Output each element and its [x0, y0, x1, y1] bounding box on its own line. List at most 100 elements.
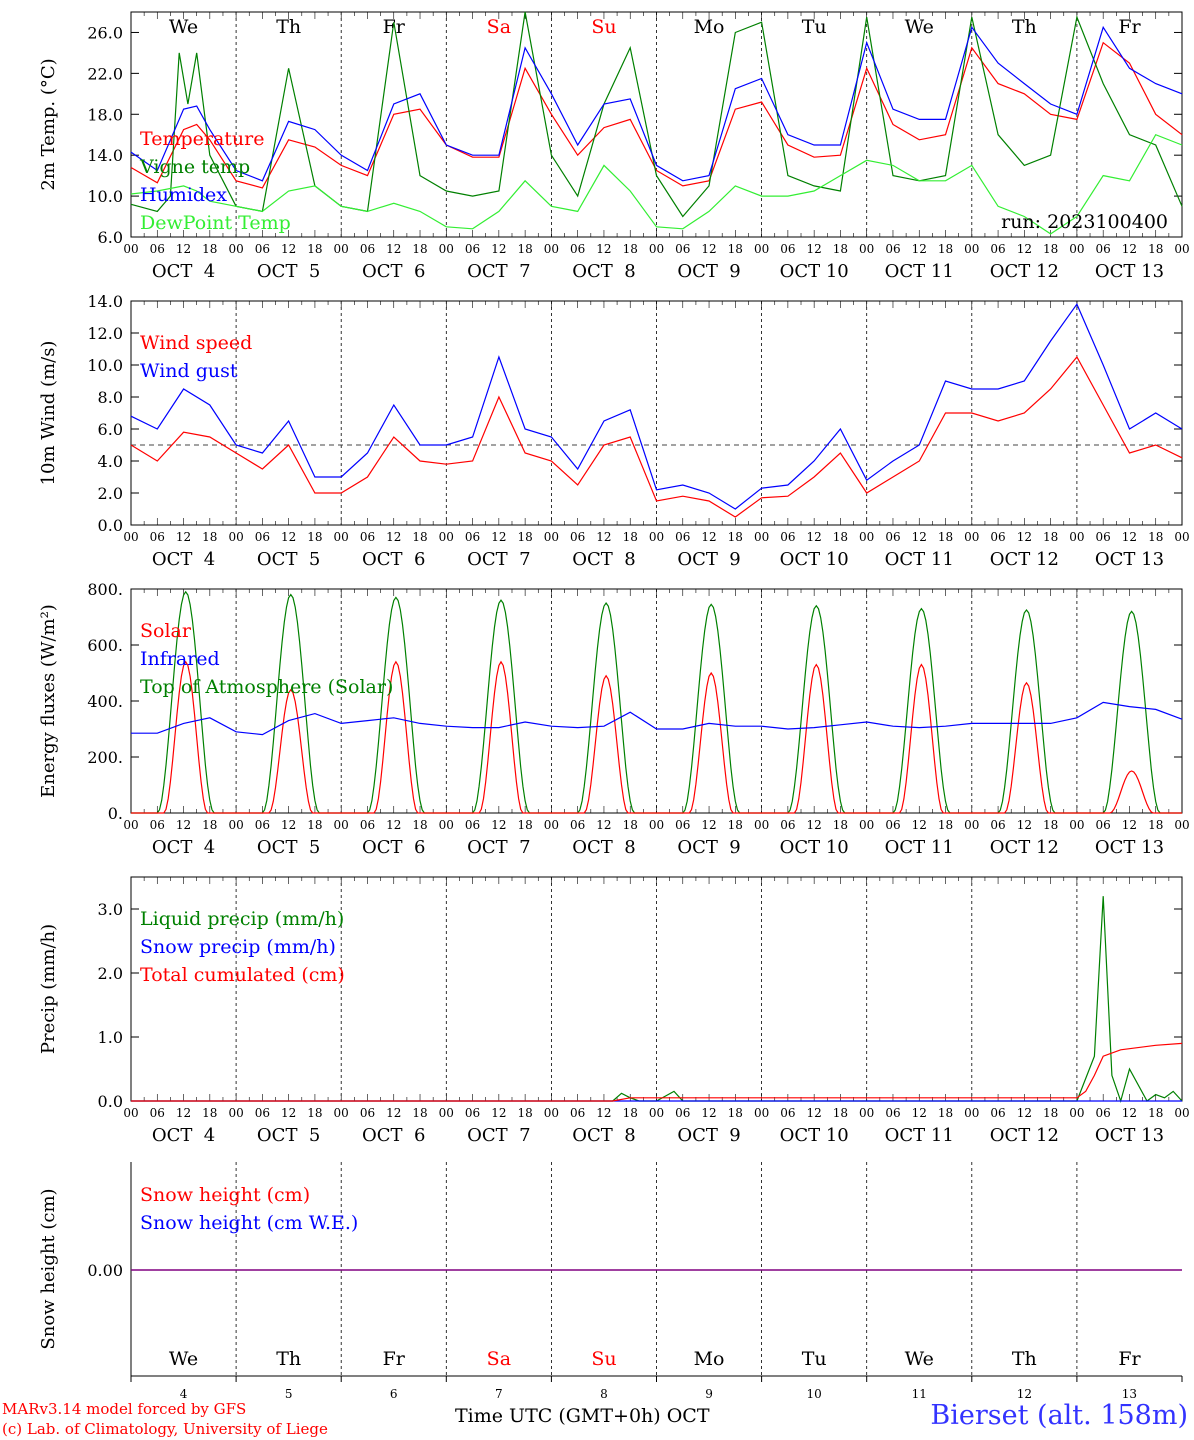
hour-tick-label: 18 [412, 818, 427, 832]
legend-entry: Solar [140, 620, 192, 642]
hour-tick-label: 00 [859, 530, 874, 544]
hour-tick-label: 06 [570, 1106, 585, 1120]
day-name-label: We [905, 16, 934, 38]
hour-tick-label: 12 [386, 242, 401, 256]
date-label: OCT 11 [885, 549, 954, 570]
hour-tick-label: 00 [334, 530, 349, 544]
y-tick-label: 200. [87, 748, 123, 767]
legend-entry: Liquid precip (mm/h) [140, 908, 344, 930]
hour-tick-label: 12 [1017, 818, 1032, 832]
date-label: OCT 5 [257, 261, 320, 282]
plot-frame [130, 588, 1183, 814]
hour-tick-label: 12 [912, 818, 927, 832]
date-label: OCT 11 [885, 1125, 954, 1146]
hour-tick-label: 12 [386, 530, 401, 544]
hour-tick-label: 06 [255, 1106, 270, 1120]
hour-tick-label: 18 [938, 818, 953, 832]
series-line-wind-speed [130, 355, 1183, 518]
hour-tick-label: 12 [1017, 242, 1032, 256]
hour-tick-label: 00 [859, 242, 874, 256]
hour-tick-label: 18 [1043, 818, 1058, 832]
hour-tick-label: 12 [281, 1106, 296, 1120]
legend-entry: Snow height (cm) [140, 1184, 310, 1206]
legend-entry: DewPoint Temp [140, 212, 291, 234]
hour-tick-label: 12 [807, 530, 822, 544]
date-label: OCT 6 [362, 837, 425, 858]
hour-tick-label: 18 [1148, 818, 1163, 832]
day-name-label: Su [591, 1348, 616, 1370]
hour-tick-label: 12 [1122, 242, 1137, 256]
hour-tick-label: 00 [859, 818, 874, 832]
y-tick-label: 10.0 [87, 187, 123, 206]
hour-tick-label: 06 [1096, 242, 1111, 256]
hour-tick-label: 00 [228, 530, 243, 544]
y-tick-label: 3.0 [98, 900, 123, 919]
y-tick-label: 2.0 [98, 964, 123, 983]
hour-tick-label: 18 [623, 818, 638, 832]
date-label: OCT 5 [257, 837, 320, 858]
y-tick-label: 0. [108, 804, 123, 823]
hour-tick-label: 00 [754, 530, 769, 544]
day-number-label: 8 [600, 1387, 608, 1401]
hour-tick-label: 00 [1069, 818, 1084, 832]
day-name-label: Tu [802, 1348, 827, 1370]
date-label: OCT 7 [467, 837, 530, 858]
hour-tick-label: 06 [255, 818, 270, 832]
hour-tick-label: 18 [202, 530, 217, 544]
day-name-label: Fr [1118, 16, 1141, 38]
hour-tick-label: 00 [754, 818, 769, 832]
hour-tick-label: 06 [150, 530, 165, 544]
hour-tick-label: 12 [1122, 530, 1137, 544]
date-label: OCT 10 [780, 837, 849, 858]
hour-tick-label: 12 [491, 1106, 506, 1120]
y-tick-label: 6.0 [98, 228, 123, 247]
date-label: OCT 8 [572, 1125, 635, 1146]
hour-tick-label: 06 [1096, 818, 1111, 832]
series-line-infrared [131, 701, 1183, 736]
hour-tick-label: 12 [386, 1106, 401, 1120]
hour-tick-label: 00 [544, 242, 559, 256]
hour-tick-label: 12 [807, 818, 822, 832]
hour-tick-label: 00 [544, 530, 559, 544]
hour-tick-label: 06 [150, 818, 165, 832]
day-name-label: Sa [487, 16, 511, 38]
hour-tick-label: 18 [1043, 1106, 1058, 1120]
hour-tick-label: 18 [412, 530, 427, 544]
hour-tick-label: 00 [334, 1106, 349, 1120]
y-tick-label: 800. [87, 580, 123, 599]
hour-tick-label: 18 [1148, 242, 1163, 256]
day-name-label: Th [1012, 16, 1037, 38]
hour-tick-label: 12 [701, 1106, 716, 1120]
date-label: OCT 6 [362, 549, 425, 570]
hour-tick-label: 00 [649, 530, 664, 544]
y-tick-label: 8.0 [98, 388, 123, 407]
plot-frame [130, 11, 1183, 238]
hour-tick-label: 18 [623, 1106, 638, 1120]
hour-tick-label: 18 [517, 242, 532, 256]
hour-tick-label: 12 [176, 242, 191, 256]
hour-tick-label: 00 [1069, 530, 1084, 544]
run-label: run: 2023100400 [1001, 211, 1168, 233]
hour-tick-label: 06 [360, 242, 375, 256]
hour-tick-label: 00 [123, 818, 138, 832]
hour-tick-label: 00 [544, 1106, 559, 1120]
hour-tick-label: 00 [754, 242, 769, 256]
hour-tick-label: 18 [833, 818, 848, 832]
date-label: OCT 4 [152, 1125, 215, 1146]
day-name-label: Sa [487, 1348, 511, 1370]
date-label: OCT 12 [990, 261, 1059, 282]
hour-tick-label: 06 [990, 242, 1005, 256]
station-label: Bierset (alt. 158m) [930, 1400, 1188, 1431]
date-label: OCT 9 [677, 549, 740, 570]
day-number-label: 12 [1017, 1387, 1032, 1401]
series-line-total [131, 1042, 1183, 1102]
date-label: OCT 10 [780, 1125, 849, 1146]
hour-tick-label: 18 [307, 530, 322, 544]
legend-entry: Wind speed [140, 332, 252, 354]
hour-tick-label: 00 [964, 1106, 979, 1120]
hour-tick-label: 00 [1069, 1106, 1084, 1120]
hour-tick-label: 18 [517, 1106, 532, 1120]
date-label: OCT 11 [885, 837, 954, 858]
series-line-solar [131, 660, 1182, 814]
